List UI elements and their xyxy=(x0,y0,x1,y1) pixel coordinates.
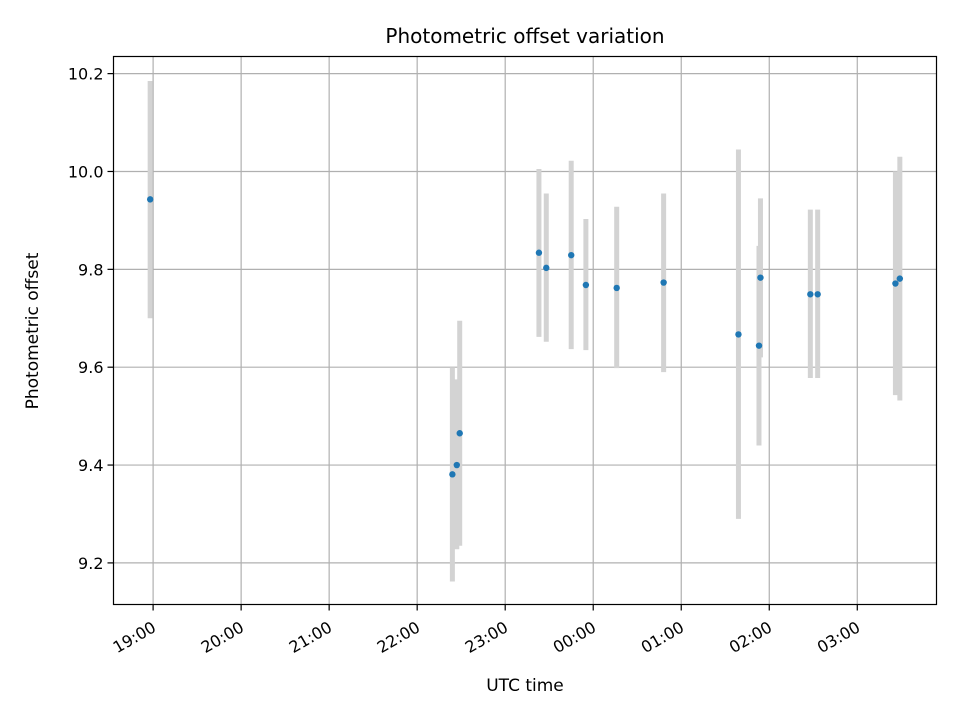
y-tick-label: 10.2 xyxy=(68,65,104,84)
data-point xyxy=(535,249,543,256)
grid-lines xyxy=(113,56,937,605)
data-point xyxy=(757,274,764,281)
data-point xyxy=(582,281,590,289)
data-point xyxy=(807,291,814,298)
x-tick-label: 02:00 xyxy=(726,618,775,658)
x-tick-label: 03:00 xyxy=(814,618,863,658)
data-point xyxy=(543,264,550,272)
data-point xyxy=(613,284,620,292)
data-point xyxy=(660,279,667,286)
data-point xyxy=(453,461,460,469)
data-point xyxy=(449,471,456,478)
data-point xyxy=(814,291,821,298)
data-point xyxy=(456,430,463,437)
y-tick-label: 9.6 xyxy=(78,358,103,377)
y-tick-label: 9.2 xyxy=(78,554,103,573)
x-tick-label: 00:00 xyxy=(550,618,599,658)
x-tick-label: 19:00 xyxy=(110,618,159,658)
x-axis-label: UTC time xyxy=(486,676,564,696)
y-tick-label: 9.8 xyxy=(78,260,103,279)
x-tick-label: 21:00 xyxy=(286,618,335,658)
data-points xyxy=(146,196,904,478)
data-point xyxy=(896,275,904,282)
chart-title: Photometric offset variation xyxy=(385,24,664,48)
data-point xyxy=(755,342,763,349)
x-tick-label: 01:00 xyxy=(638,618,687,658)
plot-frame xyxy=(112,55,938,606)
x-tick-label: 20:00 xyxy=(198,618,247,658)
x-tick-label: 23:00 xyxy=(462,618,511,658)
y-axis-ticks: 9.2 9.4 9.6 9.8 10.0 10.2 xyxy=(68,65,114,573)
data-point xyxy=(568,251,575,259)
y-tick-label: 9.4 xyxy=(78,456,103,475)
data-point xyxy=(146,196,154,203)
data-point xyxy=(892,280,899,287)
x-tick-label: 22:00 xyxy=(374,618,423,658)
x-axis-ticks: 19:00 20:00 21:00 22:00 23:00 00:00 01:00 02:00… xyxy=(110,604,863,658)
data-point xyxy=(735,331,742,338)
y-tick-label: 10.0 xyxy=(68,162,104,181)
plot-background xyxy=(113,56,937,605)
y-axis-label: Photometric offset xyxy=(23,252,43,409)
